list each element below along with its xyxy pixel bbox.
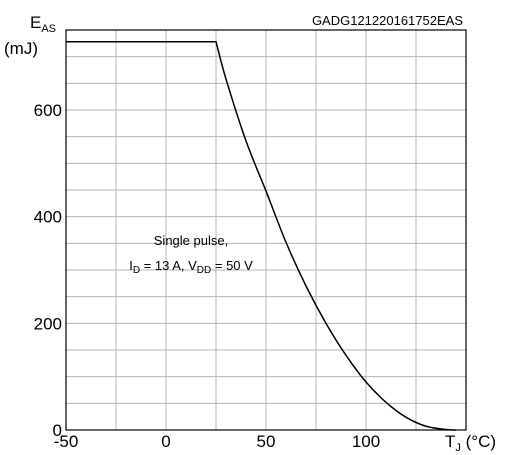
x-tick-label: -50 bbox=[54, 432, 79, 451]
y-tick-label: 600 bbox=[34, 101, 62, 120]
y-axis-symbol: E bbox=[30, 13, 41, 32]
annotation-line: Single pulse, bbox=[154, 233, 228, 248]
y-tick-label: 200 bbox=[34, 314, 62, 333]
y-tick-label: 0 bbox=[53, 421, 62, 440]
x-tick-labels: -50 0 50 100 bbox=[54, 432, 380, 451]
x-axis-unit: (°C) bbox=[461, 432, 496, 451]
grid bbox=[66, 30, 466, 430]
series-line bbox=[66, 40, 457, 431]
figure-code: GADG121220161752EAS bbox=[312, 13, 463, 28]
x-tick-label: 0 bbox=[161, 432, 170, 451]
annotation-line: ID = 13 A, VDD = 50 V bbox=[129, 258, 253, 276]
y-axis-unit: (mJ) bbox=[4, 39, 38, 58]
y-tick-label: 400 bbox=[34, 208, 62, 227]
annotation-subscript: DD bbox=[197, 265, 211, 276]
x-axis-symbol: T bbox=[445, 432, 455, 451]
x-axis-title: TJ (°C) bbox=[445, 432, 496, 454]
annotation-subscript: D bbox=[133, 265, 140, 276]
annotation: Single pulse, ID = 13 A, VDD = 50 V bbox=[129, 233, 253, 276]
y-axis-subscript: AS bbox=[41, 23, 56, 35]
annotation-text: = 50 V bbox=[211, 258, 253, 273]
annotation-text: I bbox=[129, 258, 133, 273]
y-axis-title: EAS bbox=[30, 13, 56, 35]
x-tick-label: 50 bbox=[257, 432, 276, 451]
x-tick-label: 100 bbox=[352, 432, 380, 451]
y-tick-labels: 0 200 400 600 bbox=[34, 101, 62, 440]
x-axis-subscript: J bbox=[455, 442, 461, 454]
plot-frame bbox=[65, 29, 467, 431]
annotation-text: Single pulse, bbox=[154, 233, 228, 248]
annotation-text: = 13 A, V bbox=[140, 258, 197, 273]
